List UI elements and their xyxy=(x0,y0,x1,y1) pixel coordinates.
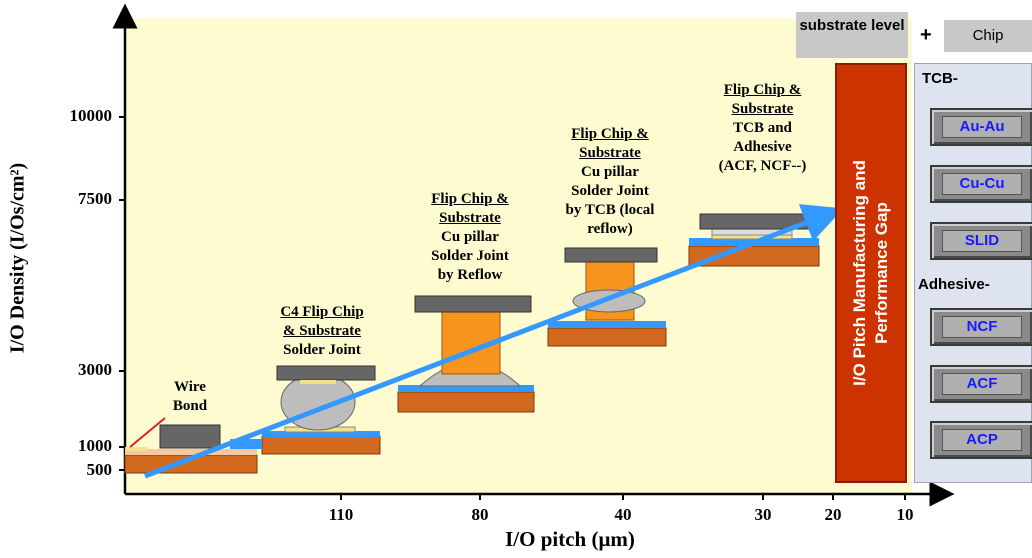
adhesive-ncf: NCF xyxy=(930,308,1032,346)
wire-bond-label: Wire Bond xyxy=(172,379,208,414)
x-axis-title: I/O pitch (μm) xyxy=(505,527,635,551)
tcb-cu-cu: Cu-Cu xyxy=(930,165,1032,203)
y-tick-7500: 7500 xyxy=(78,189,112,208)
chip-box: Chip xyxy=(944,20,1032,52)
tcb-adhesive-label: Flip Chip & Substrate TCB and Adhesive (… xyxy=(718,82,807,174)
adhesive-heading: Adhesive- xyxy=(918,276,990,293)
wire-bond-package xyxy=(124,417,258,474)
c4-flip-chip-package xyxy=(261,365,381,455)
x-tick-80: 80 xyxy=(471,505,489,524)
performance-gap-label: I/O Pitch Manufacturing and Performance … xyxy=(850,160,891,386)
tcb-slid: SLID xyxy=(930,222,1032,260)
y-axis-title: I/O Density (I/Os/cm²) xyxy=(6,162,29,354)
y-tick-500: 500 xyxy=(86,460,113,479)
adhesive-acf: ACF xyxy=(930,365,1032,403)
cu-tcb-label: Flip Chip & Substrate Cu pillar Solder J… xyxy=(565,126,655,237)
x-tick-110: 110 xyxy=(328,505,354,524)
x-tick-30: 30 xyxy=(754,505,772,524)
y-tick-3000: 3000 xyxy=(78,360,112,379)
tcb-au-au: Au-Au xyxy=(930,108,1032,146)
x-tick-40: 40 xyxy=(614,505,632,524)
plus-sign: + xyxy=(920,24,932,46)
y-tick-10000: 10000 xyxy=(69,106,113,125)
cu-reflow-label: Flip Chip & Substrate Cu pillar Solder J… xyxy=(431,191,509,283)
x-tick-10: 10 xyxy=(896,505,914,524)
trend-arrow xyxy=(144,204,844,479)
tcb-heading: TCB- xyxy=(922,70,958,87)
performance-gap-bar xyxy=(835,63,907,483)
adhesive-acp: ACP xyxy=(930,421,1032,459)
x-tick-20: 20 xyxy=(824,505,842,524)
c4-label: C4 Flip Chip & Substrate Solder Joint xyxy=(280,304,364,358)
y-tick-1000: 1000 xyxy=(78,436,112,455)
substrate-level-box: substrate level xyxy=(796,12,908,58)
